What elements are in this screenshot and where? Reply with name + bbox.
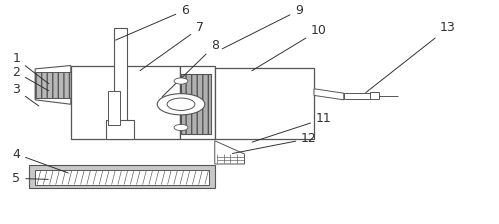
Bar [106, 120, 134, 139]
Bar [35, 170, 209, 185]
Bar [108, 91, 120, 125]
Bar [35, 72, 71, 98]
Text: 10: 10 [252, 24, 327, 71]
Text: 6: 6 [116, 4, 189, 40]
Bar [73, 74, 93, 95]
Bar [71, 66, 180, 139]
Text: 1: 1 [12, 52, 49, 84]
Bar [181, 74, 211, 134]
Bar [344, 93, 371, 99]
Bar [215, 68, 314, 139]
Text: 3: 3 [12, 83, 39, 106]
Text: 5: 5 [12, 172, 48, 185]
Polygon shape [314, 89, 344, 100]
Bar [370, 92, 379, 99]
Text: 2: 2 [12, 66, 48, 91]
Text: 12: 12 [233, 132, 317, 153]
Polygon shape [35, 66, 71, 104]
Text: 7: 7 [140, 22, 204, 71]
Bar [180, 66, 215, 139]
Bar [181, 74, 211, 134]
Text: 4: 4 [12, 148, 68, 173]
Text: 11: 11 [252, 112, 332, 142]
Bar [28, 165, 215, 188]
Polygon shape [215, 141, 245, 164]
Text: 13: 13 [366, 22, 456, 93]
Circle shape [167, 98, 195, 110]
Circle shape [174, 124, 188, 131]
Text: 9: 9 [222, 4, 303, 49]
Circle shape [157, 94, 205, 115]
Text: 8: 8 [162, 39, 219, 97]
Bar [114, 28, 127, 121]
Circle shape [174, 78, 188, 84]
